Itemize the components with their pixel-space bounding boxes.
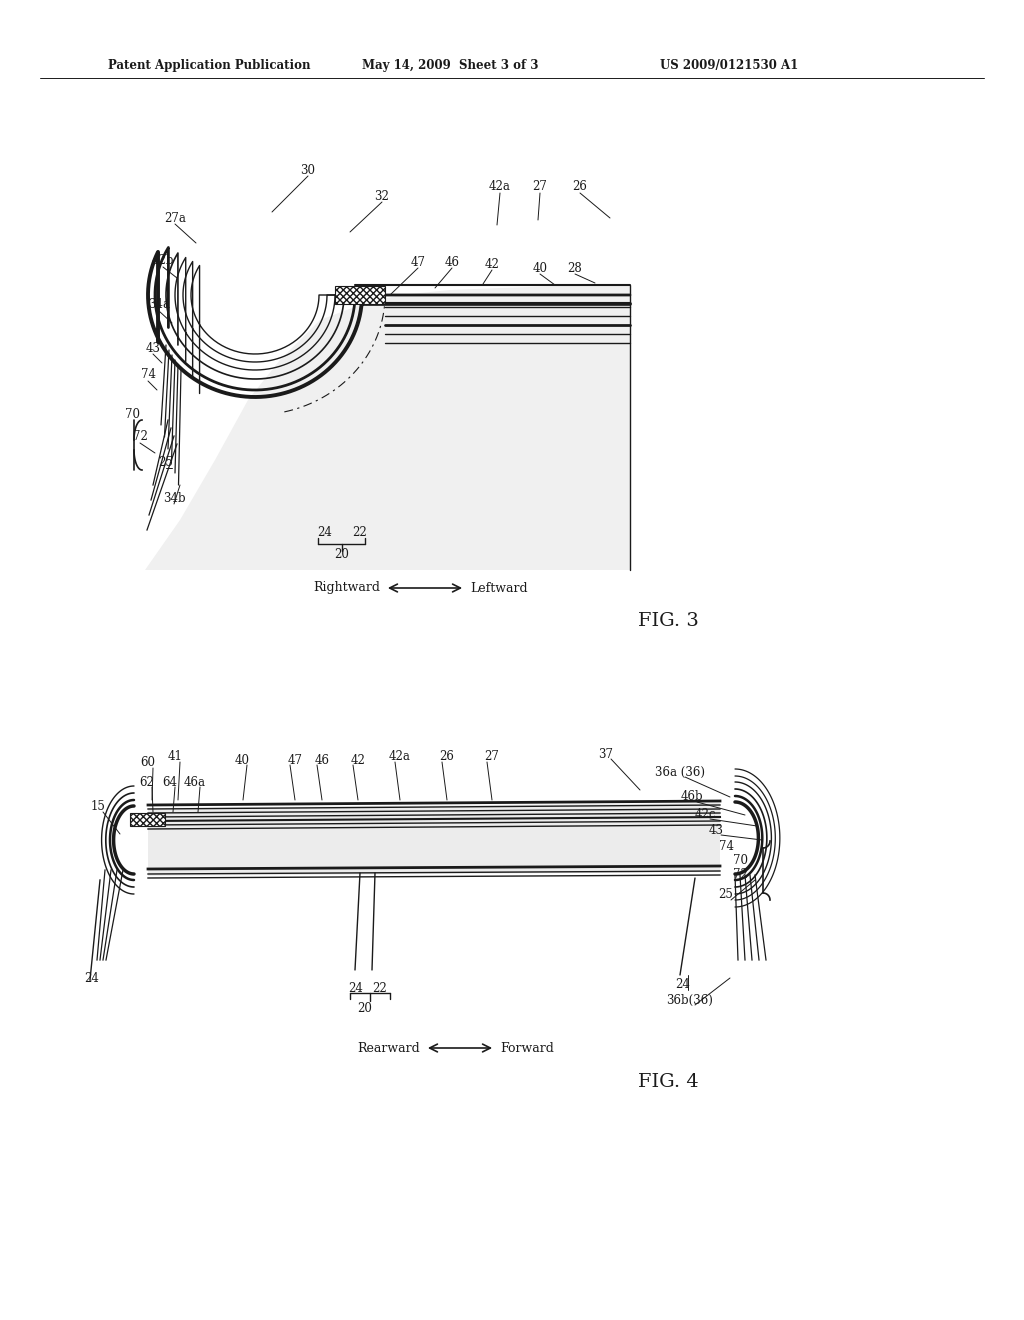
Text: 40: 40 [532, 261, 548, 275]
Text: 40: 40 [234, 754, 250, 767]
Text: 25: 25 [719, 888, 733, 902]
Text: 24: 24 [317, 527, 333, 540]
Text: 36a (36): 36a (36) [655, 766, 705, 779]
Polygon shape [335, 286, 385, 304]
Text: 26: 26 [439, 751, 455, 763]
Text: 46b: 46b [681, 791, 703, 804]
Text: 15: 15 [90, 800, 105, 813]
Text: 72: 72 [732, 869, 748, 882]
Text: 70: 70 [732, 854, 748, 866]
Text: 25: 25 [159, 455, 173, 469]
Text: US 2009/0121530 A1: US 2009/0121530 A1 [660, 59, 799, 73]
Text: 34a: 34a [148, 298, 170, 312]
Text: FIG. 3: FIG. 3 [638, 612, 698, 630]
Text: 74: 74 [140, 368, 156, 381]
Text: Patent Application Publication: Patent Application Publication [108, 59, 310, 73]
Text: 64: 64 [163, 776, 177, 788]
Polygon shape [148, 803, 720, 876]
Text: 24: 24 [85, 972, 99, 985]
Text: 26: 26 [572, 181, 588, 194]
Text: 24: 24 [676, 978, 690, 991]
Text: 42: 42 [484, 257, 500, 271]
Text: 70: 70 [125, 408, 139, 421]
Text: 42c: 42c [694, 808, 716, 821]
Text: 20: 20 [357, 1002, 373, 1015]
Text: 60: 60 [140, 756, 156, 770]
Text: Rightward: Rightward [313, 582, 380, 594]
Text: 27: 27 [532, 181, 548, 194]
Text: 42a: 42a [389, 751, 411, 763]
Text: 47: 47 [288, 754, 302, 767]
Text: 36b(36): 36b(36) [667, 994, 714, 1006]
Text: 47: 47 [411, 256, 426, 268]
Polygon shape [130, 813, 165, 826]
Text: 32: 32 [375, 190, 389, 202]
Text: 34b: 34b [163, 491, 185, 504]
Text: 43: 43 [145, 342, 161, 355]
Text: 42: 42 [350, 754, 366, 767]
Text: 42a: 42a [489, 181, 511, 194]
Text: 27a: 27a [164, 211, 186, 224]
Text: 62: 62 [139, 776, 155, 788]
Text: May 14, 2009  Sheet 3 of 3: May 14, 2009 Sheet 3 of 3 [362, 59, 539, 73]
Text: 41: 41 [168, 751, 182, 763]
Text: Leftward: Leftward [470, 582, 527, 594]
Text: 20: 20 [335, 548, 349, 561]
Text: 22: 22 [352, 527, 368, 540]
Text: 74: 74 [720, 841, 734, 854]
Text: 24: 24 [348, 982, 364, 994]
Text: 30: 30 [300, 164, 315, 177]
Text: Forward: Forward [500, 1041, 554, 1055]
Text: Rearward: Rearward [357, 1041, 420, 1055]
Text: 22: 22 [373, 982, 387, 994]
Text: 46a: 46a [184, 776, 206, 788]
Text: 46: 46 [314, 754, 330, 767]
Text: 27: 27 [484, 751, 500, 763]
Text: 72: 72 [132, 430, 147, 444]
Text: 46: 46 [444, 256, 460, 268]
Text: 42b: 42b [152, 255, 174, 268]
Text: 43: 43 [709, 824, 724, 837]
Text: FIG. 4: FIG. 4 [638, 1073, 698, 1092]
Polygon shape [105, 285, 630, 570]
Text: 28: 28 [567, 261, 583, 275]
Text: 37: 37 [598, 747, 613, 760]
